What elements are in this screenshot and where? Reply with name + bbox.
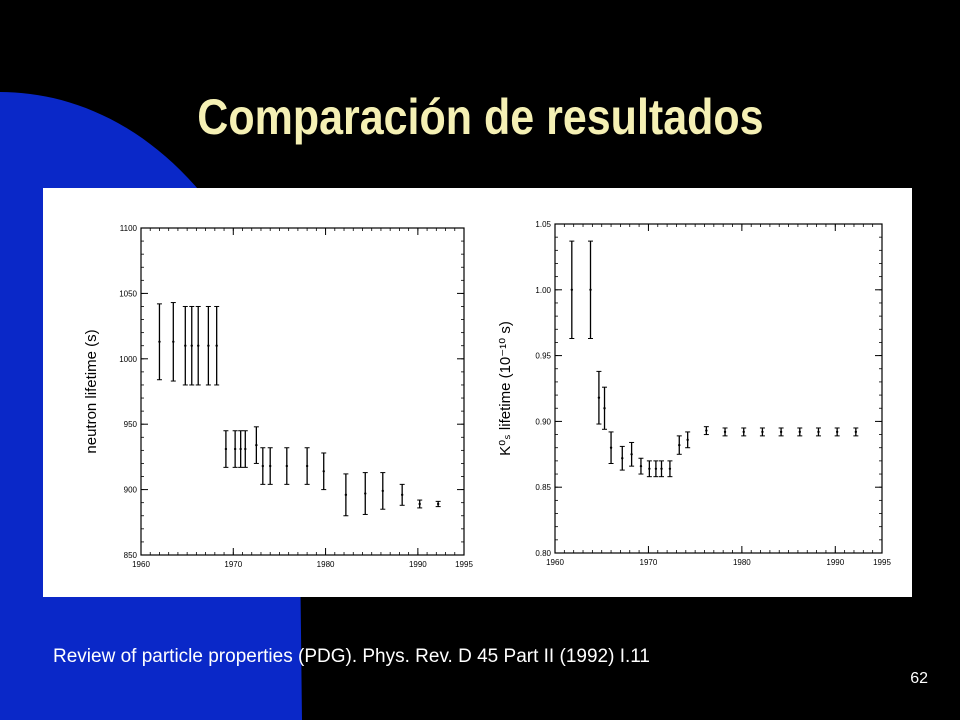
data-point [364,492,367,495]
y-tick-label: 0.85 [535,483,551,492]
data-point [779,430,783,434]
neutron-lifetime-chart: 850 900 950 1000 1050 1100 1960 1970 1980 1990 199… [83,224,473,569]
x-tick-label: 1980 [733,558,751,567]
data-point [285,464,289,468]
slide-number: 62 [910,670,928,687]
data-point [184,344,187,347]
y-tick-label: 0.95 [535,352,551,361]
y-tick-label: 1100 [120,224,138,233]
data-point [381,489,384,493]
data-point [798,430,801,434]
data-point [723,430,727,434]
data-point [817,430,820,434]
x-tick-label: 1960 [132,560,150,569]
data-point [190,344,193,347]
x-tick-label: 1990 [826,558,844,567]
data-point [668,467,672,470]
data-point [255,443,258,447]
data-point [660,467,663,470]
x-tick-label: 1995 [873,558,891,567]
slide-title: Comparación de resultados [197,89,764,145]
data-point [244,447,247,451]
y-tick-label: 0.80 [535,549,551,558]
y-tick-label: 1050 [119,289,137,298]
data-point [261,464,265,468]
x-tick-label: 1995 [455,560,473,569]
data-point [436,502,440,506]
figure-panel: 850 900 950 1000 1050 1100 1960 1970 1980 1990 199… [43,188,912,597]
x-tick-label: 1970 [640,558,658,567]
x-tick-label: 1970 [224,560,242,569]
y-tick-label: 1000 [119,355,137,364]
data-point [305,464,309,468]
data-point [603,407,606,410]
data-point [418,502,421,506]
data-point [854,430,858,434]
citation-text: Review of particle properties (PDG). Phy… [53,646,650,667]
data-point [648,467,651,470]
kaon-lifetime-chart: 0.80 0.85 0.90 0.95 1.00 1.05 1960 1970 1980 1990… [497,220,891,567]
data-point [400,493,404,497]
data-point [224,447,228,451]
data-point [761,430,764,434]
data-point [589,288,592,291]
y-tick-label: 850 [124,551,138,560]
data-point [197,344,200,347]
data-point [344,493,348,497]
data-point [621,457,624,460]
y-tick-label: 900 [124,486,138,495]
figure-svg: 850 900 950 1000 1050 1100 1960 1970 1980 1990 199… [83,220,891,569]
plot-frame [554,223,883,554]
data-point [158,340,161,343]
y-axis-title: K⁰ₛ lifetime (10⁻¹⁰ s) [497,321,514,456]
data-point [678,443,681,447]
data-point [269,464,272,468]
data-point [172,340,175,343]
data-point [705,429,708,432]
data-point [609,446,613,449]
y-tick-label: 1.00 [535,286,551,295]
y-tick-label: 0.90 [535,417,551,426]
data-point [686,438,689,442]
data-point [322,470,325,473]
data-point [639,464,643,468]
data-point [239,447,242,451]
y-tick-label: 950 [124,420,138,429]
y-tick-label: 1.05 [535,220,551,229]
x-tick-label: 1990 [409,560,427,569]
y-axis-title: neutron lifetime (s) [83,329,100,453]
data-point [597,396,601,399]
data-point [742,430,745,434]
data-point [215,344,218,347]
data-point [207,344,210,347]
data-point [570,288,574,291]
data-point [654,467,658,470]
x-tick-label: 1980 [317,560,335,569]
plot-frame [140,227,465,556]
data-point [630,453,633,456]
x-tick-label: 1960 [546,558,564,567]
data-point [835,430,839,434]
data-point [233,447,237,451]
